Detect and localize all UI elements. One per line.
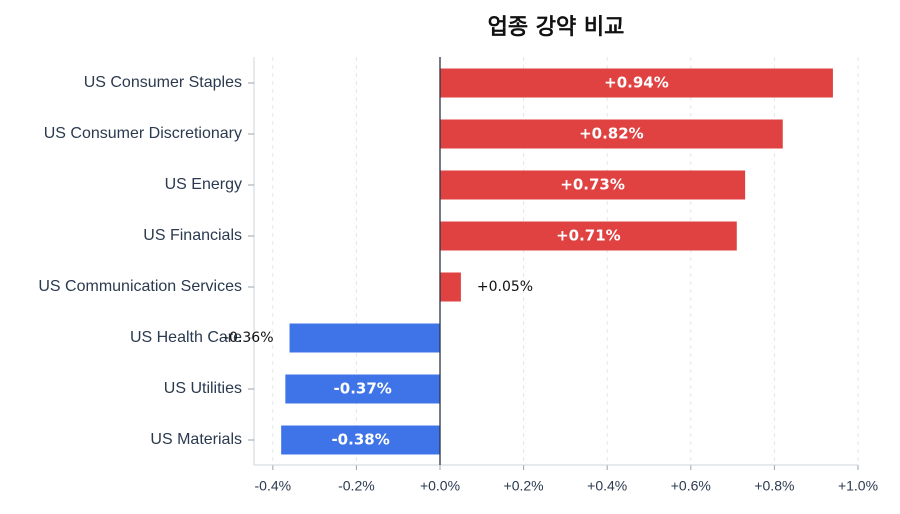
bar bbox=[289, 323, 441, 353]
bar bbox=[281, 425, 441, 455]
bar bbox=[440, 221, 737, 251]
bar bbox=[285, 374, 441, 404]
bar bbox=[440, 272, 461, 302]
y-tick-label: US Communication Services bbox=[38, 278, 242, 295]
value-label: +0.05% bbox=[477, 279, 533, 295]
value-label: +0.71% bbox=[556, 227, 621, 245]
y-tick-label: US Health Care bbox=[130, 329, 242, 346]
x-tick-label: +1.0% bbox=[838, 478, 878, 494]
value-label: +0.94% bbox=[604, 74, 669, 92]
x-tick-label: -0.4% bbox=[255, 478, 292, 494]
value-label: -0.37% bbox=[334, 380, 392, 398]
x-tick-label: +0.6% bbox=[671, 478, 711, 494]
x-tick-label: -0.2% bbox=[338, 478, 375, 494]
bar bbox=[440, 68, 833, 98]
y-tick-label: US Energy bbox=[165, 176, 242, 193]
x-tick-label: +0.0% bbox=[420, 478, 460, 494]
value-label: +0.82% bbox=[579, 125, 644, 143]
chart-title: 업종 강약 비교 bbox=[488, 15, 625, 40]
y-tick-label: US Utilities bbox=[164, 380, 242, 397]
value-label: -0.38% bbox=[331, 431, 389, 449]
y-tick-label: US Materials bbox=[150, 431, 242, 448]
y-tick-label: US Consumer Staples bbox=[84, 74, 242, 91]
x-tick-label: +0.2% bbox=[504, 478, 544, 494]
x-tick-label: +0.4% bbox=[587, 478, 627, 494]
y-tick-label: US Financials bbox=[143, 227, 242, 244]
x-tick-label: +0.8% bbox=[754, 478, 794, 494]
value-label: +0.73% bbox=[560, 176, 625, 194]
y-tick-label: US Consumer Discretionary bbox=[44, 125, 242, 142]
value-label: -0.36% bbox=[224, 330, 274, 346]
bar bbox=[440, 170, 746, 200]
bar bbox=[440, 119, 783, 149]
